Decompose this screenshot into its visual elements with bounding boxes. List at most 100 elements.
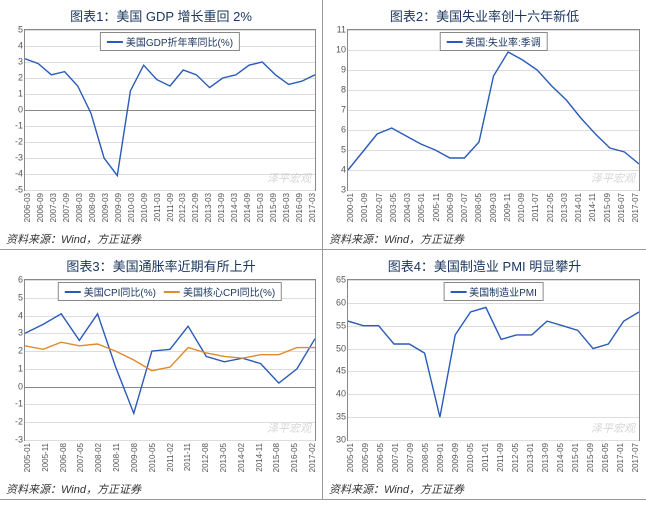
- x-tick: 2015-09: [270, 193, 278, 222]
- chart-area: -3-2-10123456美国CPI同比(%)美国核心CPI同比(%)泽平宏观: [24, 279, 316, 441]
- y-tick: -4: [15, 170, 23, 179]
- legend-label: 美国:失业率:季调: [465, 34, 541, 49]
- watermark: 泽平宏观: [591, 170, 635, 186]
- source-label: 资料来源：Wind，方正证券: [329, 231, 640, 247]
- x-axis: 2006-032006-092007-032007-092008-032008-…: [24, 191, 316, 233]
- y-tick: 6: [18, 276, 23, 285]
- y-tick: 0: [18, 382, 23, 391]
- x-tick: 2007-05: [77, 443, 85, 472]
- x-tick: 2014-05: [557, 443, 565, 472]
- legend-label: 美国核心CPI同比(%): [183, 284, 275, 299]
- x-tick: 2015-03: [257, 193, 265, 222]
- source-label: 资料来源：Wind，方正证券: [6, 481, 316, 497]
- y-tick: -1: [15, 400, 23, 409]
- y-tick: -3: [15, 154, 23, 163]
- x-tick: 2013-03: [205, 193, 213, 222]
- x-tick: 2013-03: [561, 193, 569, 222]
- legend-swatch: [107, 41, 123, 43]
- x-tick: 2012-03: [179, 193, 187, 222]
- legend-swatch: [450, 291, 466, 293]
- y-tick: -3: [15, 436, 23, 445]
- y-tick: 5: [18, 293, 23, 302]
- source-label: 资料来源：Wind，方正证券: [329, 481, 640, 497]
- y-tick: 1: [18, 90, 23, 99]
- y-tick: -2: [15, 138, 23, 147]
- x-tick: 2004-03: [404, 193, 412, 222]
- x-axis: 2000-012001-092002-072003-052004-032005-…: [347, 191, 640, 233]
- y-tick: 45: [336, 367, 346, 376]
- x-tick: 2012-05: [512, 443, 520, 472]
- x-tick: 2000-01: [347, 193, 355, 222]
- y-tick: 8: [341, 86, 346, 95]
- x-tick: 2011-03: [154, 193, 162, 222]
- y-tick: 65: [336, 276, 346, 285]
- x-tick: 2012-08: [202, 443, 210, 472]
- x-tick: 2008-09: [89, 193, 97, 222]
- y-tick: 4: [18, 42, 23, 51]
- chart-panel: 图表2：美国失业率创十六年新低34567891011美国:失业率:季调泽平宏观2…: [323, 0, 646, 250]
- chart-title: 图表1：美国 GDP 增长重回 2%: [6, 6, 316, 25]
- y-tick: 35: [336, 413, 346, 422]
- y-tick: 9: [341, 66, 346, 75]
- x-axis: 2005-012005-092006-052007-012007-092008-…: [347, 441, 640, 483]
- legend: 美国CPI同比(%)美国核心CPI同比(%): [58, 282, 282, 301]
- legend-label: 美国GDP折年率同比(%): [126, 34, 233, 49]
- x-tick: 2010-05: [467, 443, 475, 472]
- x-tick: 2007-03: [50, 193, 58, 222]
- x-tick: 2011-02: [167, 443, 175, 472]
- x-tick: 2015-08: [273, 443, 281, 472]
- x-tick: 2017-07: [632, 193, 640, 222]
- x-tick: 2011-07: [532, 193, 540, 222]
- y-axis: -3-2-10123456: [7, 280, 23, 440]
- x-tick: 2005-11: [433, 193, 441, 222]
- legend-swatch: [446, 41, 462, 43]
- x-tick: 2012-05: [547, 193, 555, 222]
- y-axis: -5-4-3-2-1012345: [7, 30, 23, 190]
- x-tick: 2016-05: [291, 443, 299, 472]
- x-tick: 2008-05: [475, 193, 483, 222]
- y-tick: -5: [15, 186, 23, 195]
- x-tick: 2007-09: [63, 193, 71, 222]
- legend-swatch: [164, 291, 180, 293]
- x-tick: 2016-09: [296, 193, 304, 222]
- watermark: 泽平宏观: [267, 420, 311, 436]
- x-tick: 2007-09: [407, 443, 415, 472]
- legend-swatch: [65, 291, 81, 293]
- y-tick: 11: [337, 26, 346, 35]
- legend: 美国GDP折年率同比(%): [100, 32, 240, 51]
- x-tick: 2015-01: [572, 443, 580, 472]
- x-tick: 2006-09: [447, 193, 455, 222]
- x-tick: 2010-09: [518, 193, 526, 222]
- y-tick: 3: [18, 58, 23, 67]
- y-tick: 30: [336, 436, 346, 445]
- x-tick: 2017-07: [632, 443, 640, 472]
- x-axis: 2005-012005-112006-082007-052008-022008-…: [24, 441, 316, 483]
- x-tick: 2008-05: [422, 443, 430, 472]
- x-tick: 2014-11: [256, 443, 264, 472]
- y-tick: 3: [18, 329, 23, 338]
- x-tick: 2011-09: [167, 193, 175, 222]
- x-tick: 2005-01: [418, 193, 426, 222]
- y-tick: 4: [341, 166, 346, 175]
- y-tick: 60: [336, 298, 346, 307]
- x-tick: 2005-01: [24, 443, 32, 472]
- x-tick: 2006-05: [377, 443, 385, 472]
- x-tick: 2013-01: [527, 443, 535, 472]
- x-tick: 2009-03: [102, 193, 110, 222]
- x-tick: 2013-05: [220, 443, 228, 472]
- y-tick: 2: [18, 347, 23, 356]
- x-tick: 2015-09: [604, 193, 612, 222]
- x-tick: 2009-03: [490, 193, 498, 222]
- y-tick: 6: [341, 126, 346, 135]
- y-tick: 4: [18, 311, 23, 320]
- y-tick: 7: [341, 106, 346, 115]
- chart-panel: 图表1：美国 GDP 增长重回 2%-5-4-3-2-1012345美国GDP折…: [0, 0, 323, 250]
- x-tick: 2008-03: [76, 193, 84, 222]
- y-tick: 0: [18, 106, 23, 115]
- x-tick: 2009-08: [131, 443, 139, 472]
- x-tick: 2012-09: [192, 193, 200, 222]
- x-tick: 2014-09: [244, 193, 252, 222]
- chart-title: 图表3：美国通胀率近期有所上升: [6, 256, 316, 275]
- y-tick: -2: [15, 418, 23, 427]
- legend: 美国制造业PMI: [443, 282, 544, 301]
